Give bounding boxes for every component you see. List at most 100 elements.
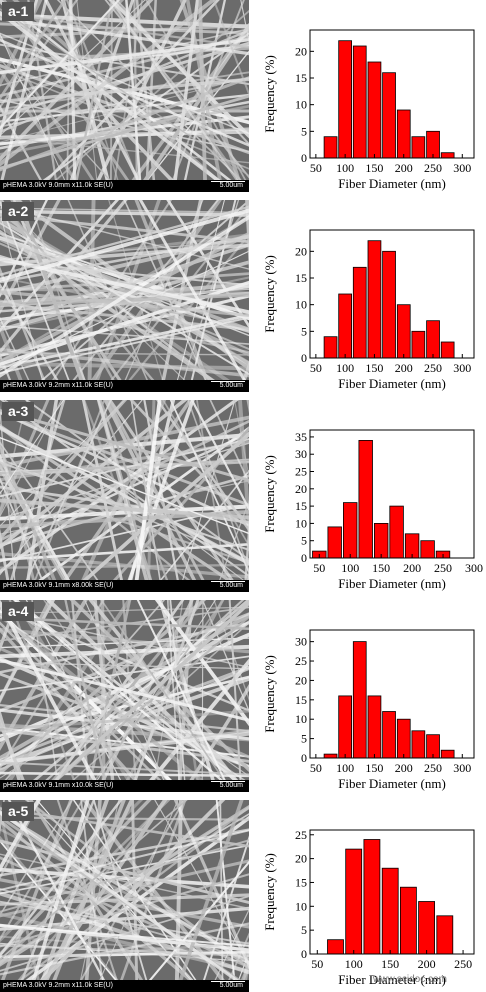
y-tick-label: 0 xyxy=(301,151,307,165)
x-tick-label: 250 xyxy=(424,161,442,175)
y-tick-label: 25 xyxy=(295,465,307,479)
y-axis-label: Frequency (%) xyxy=(262,255,277,333)
y-tick-label: 20 xyxy=(295,44,307,58)
y-axis-label: Frequency (%) xyxy=(262,455,277,533)
x-tick-label: 300 xyxy=(453,361,471,375)
histogram-bar xyxy=(345,848,363,955)
y-tick-label: 10 xyxy=(295,298,307,312)
histogram-bar xyxy=(426,320,440,359)
x-tick-label: 100 xyxy=(341,561,359,575)
x-tick-label: 200 xyxy=(403,561,421,575)
y-tick-label: 35 xyxy=(295,430,307,444)
histogram-bar xyxy=(440,749,455,759)
scale-bar-label: 5.00um xyxy=(219,782,243,789)
panel-label: a-1 xyxy=(2,2,35,21)
sem-info: pHEMA 3.0kV 9.1mm x8.00k SE(U) xyxy=(3,582,114,589)
sem-info: pHEMA 3.0kV 9.0mm x11.0k SE(U) xyxy=(3,182,113,189)
y-axis-label: Frequency (%) xyxy=(262,55,277,133)
x-tick-label: 100 xyxy=(336,161,354,175)
histogram-bar xyxy=(411,136,426,159)
histogram-bar xyxy=(440,152,455,159)
x-tick-label: 200 xyxy=(395,161,413,175)
x-tick-label: 300 xyxy=(465,561,483,575)
histogram-bar xyxy=(352,266,367,359)
x-tick-label: 50 xyxy=(311,957,323,971)
histogram: 0 5 10 15 20 25 30 35 50 100 150 200 250 300 Fiber Dia… xyxy=(262,429,483,591)
x-tick-label: 250 xyxy=(424,361,442,375)
y-tick-label: 30 xyxy=(295,447,307,461)
x-tick-label: 50 xyxy=(310,161,322,175)
histogram-bar xyxy=(338,695,352,759)
sem-image: a-3 pHEMA 3.0kV 9.1mm x8.00k SE(U) 5.00u… xyxy=(0,400,249,592)
sem-info-bar: pHEMA 3.0kV 9.2mm x11.0k SE(U) 5.00um xyxy=(0,380,249,392)
x-tick-label: 250 xyxy=(424,761,442,775)
x-tick-label: 250 xyxy=(434,561,452,575)
sem-info-bar: pHEMA 3.0kV 9.1mm x8.00k SE(U) 5.00um xyxy=(0,580,249,592)
panel-label: a-5 xyxy=(2,802,35,821)
sem-image: a-1 pHEMA 3.0kV 9.0mm x11.0k SE(U) 5.00u… xyxy=(0,0,249,192)
panel-a-3: a-3 pHEMA 3.0kV 9.1mm x8.00k SE(U) 5.00u… xyxy=(0,400,486,596)
y-axis-label: Frequency (%) xyxy=(262,655,277,733)
y-tick-label: 15 xyxy=(295,71,307,85)
panel-a-2: a-2 pHEMA 3.0kV 9.2mm x11.0k SE(U) 5.00u… xyxy=(0,200,486,396)
y-tick-label: 0 xyxy=(301,947,307,961)
y-tick-label: 5 xyxy=(301,732,307,746)
histogram-bar xyxy=(396,304,411,359)
x-tick-label: 200 xyxy=(418,957,436,971)
y-tick-label: 15 xyxy=(295,499,307,513)
histogram-bar xyxy=(367,240,382,359)
x-tick-label: 150 xyxy=(381,957,399,971)
histogram: 0 5 10 15 20 50 100 150 200 250 300 Fiber Diameter … xyxy=(262,29,475,191)
x-tick-label: 150 xyxy=(372,561,390,575)
scale-bar-label: 5.00um xyxy=(219,382,243,389)
y-tick-label: 20 xyxy=(295,482,307,496)
y-tick-label: 20 xyxy=(295,852,307,866)
histogram-bar xyxy=(367,695,382,759)
histogram-bar xyxy=(352,45,367,159)
histogram-bar xyxy=(358,440,373,559)
y-tick-label: 25 xyxy=(295,654,307,668)
histogram-bar xyxy=(382,72,396,159)
histogram-bar xyxy=(396,109,411,159)
y-tick-label: 10 xyxy=(295,516,307,530)
x-tick-label: 100 xyxy=(336,361,354,375)
y-tick-label: 10 xyxy=(295,712,307,726)
plot-frame xyxy=(309,29,475,159)
sem-image: a-4 pHEMA 3.0kV 9.1mm x10.0k SE(U) 5.00u… xyxy=(0,600,249,792)
sem-image: a-2 pHEMA 3.0kV 9.2mm x11.0k SE(U) 5.00u… xyxy=(0,200,249,392)
scale-bar-line xyxy=(211,781,245,782)
histogram-bar xyxy=(396,718,411,759)
histogram-bar xyxy=(338,40,352,159)
y-tick-label: 10 xyxy=(295,899,307,913)
plot-frame xyxy=(309,829,475,955)
x-tick-label: 300 xyxy=(453,761,471,775)
scale-bar-line xyxy=(211,981,245,982)
x-tick-label: 100 xyxy=(336,761,354,775)
y-tick-label: 0 xyxy=(301,351,307,365)
histogram-bar xyxy=(323,136,338,159)
x-tick-label: 50 xyxy=(310,361,322,375)
histogram-bar xyxy=(327,526,342,559)
panel-a-4: a-4 pHEMA 3.0kV 9.1mm x10.0k SE(U) 5.00u… xyxy=(0,600,486,796)
x-axis-label: Fiber Diameter (nm) xyxy=(338,576,446,591)
x-tick-label: 100 xyxy=(345,957,363,971)
x-axis-label: Fiber Diameter (nm) xyxy=(338,972,446,987)
histogram-bar xyxy=(323,753,338,759)
plot-frame xyxy=(309,629,475,759)
histogram: 0 5 10 15 20 50 100 150 200 250 300 Fiber Diameter … xyxy=(262,229,475,391)
histogram: 0 5 10 15 20 25 50 100 150 200 250 Fiber Diameter (… xyxy=(262,828,475,987)
y-tick-label: 15 xyxy=(295,271,307,285)
histogram-bar xyxy=(352,641,367,759)
y-tick-label: 25 xyxy=(295,828,307,842)
histogram-bar xyxy=(389,505,404,559)
histogram-bar xyxy=(338,293,352,359)
y-tick-label: 15 xyxy=(295,875,307,889)
histogram-bar xyxy=(327,939,344,955)
y-tick-label: 0 xyxy=(301,751,307,765)
sem-info-bar: pHEMA 3.0kV 9.0mm x11.0k SE(U) 5.00um xyxy=(0,180,249,192)
scale-bar-line xyxy=(211,181,245,182)
sem-info: pHEMA 3.0kV 9.2mm x11.0k SE(U) xyxy=(3,382,113,389)
sem-info-bar: pHEMA 3.0kV 9.2mm x11.0k SE(U) 5.00um xyxy=(0,980,249,992)
histogram-bar xyxy=(363,839,381,955)
x-tick-label: 150 xyxy=(365,161,383,175)
